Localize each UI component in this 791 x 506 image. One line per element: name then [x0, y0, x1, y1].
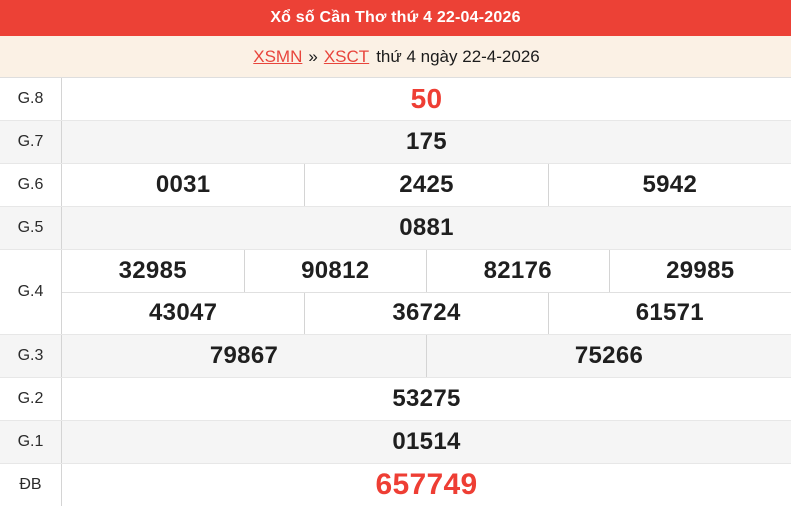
prize-values: 50 [62, 78, 791, 120]
prize-value: 79867 [209, 342, 279, 369]
prize-value: 82176 [426, 250, 609, 292]
results-table: G.8 50 G.7 175 G.6 0031 2425 5942 G.5 0881 G.4 3298… [0, 78, 791, 506]
prize-row-g1: G.1 01514 [0, 421, 791, 464]
prize-values: 32985 90812 82176 29985 43047 36724 61571 [62, 250, 791, 334]
prize-value: 5942 [547, 164, 791, 206]
prize-value: 90812 [243, 250, 427, 292]
prize-value: 01514 [392, 428, 461, 455]
prize-label: ĐB [0, 464, 62, 506]
breadcrumb-link-xsmn[interactable]: XSMN [253, 46, 303, 66]
prize-row-g7: G.7 175 [0, 121, 791, 164]
prize-value: 75266 [426, 335, 791, 377]
prize-value: 50 [410, 83, 443, 114]
prize-value: 0881 [399, 214, 454, 241]
prize-values: 0881 [62, 207, 791, 249]
page-title: Xổ số Cần Thơ thứ 4 22-04-2026 [270, 9, 521, 26]
prize-value: 32985 [118, 256, 187, 284]
breadcrumb-date-text: thứ 4 ngày 22-4-2026 [376, 46, 540, 66]
prize-value: 2425 [304, 164, 547, 206]
prize-value: 43047 [149, 299, 218, 327]
prize-value: 0031 [155, 171, 211, 198]
prize-label: G.4 [0, 250, 62, 334]
breadcrumb: XSMN » XSCT thứ 4 ngày 22-4-2026 [0, 36, 791, 78]
prize-value: 657749 [375, 468, 478, 501]
prize-values: 175 [62, 121, 791, 163]
page-title-bar: Xổ số Cần Thơ thứ 4 22-04-2026 [0, 0, 791, 36]
prize-label: G.3 [0, 335, 62, 377]
prize-value: 175 [406, 128, 447, 155]
prize-values: 79867 75266 [62, 335, 791, 377]
prize-label: G.2 [0, 378, 62, 420]
prize-label: G.7 [0, 121, 62, 163]
breadcrumb-separator: » [308, 46, 318, 66]
prize-values: 0031 2425 5942 [62, 164, 791, 206]
prize-value: 53275 [392, 385, 461, 412]
prize-row-g3: G.3 79867 75266 [0, 335, 791, 378]
prize-value: 29985 [608, 250, 791, 292]
prize-row-g8: G.8 50 [0, 78, 791, 121]
prize-subrow: 32985 90812 82176 29985 [62, 250, 791, 292]
prize-label: G.5 [0, 207, 62, 249]
prize-values: 01514 [62, 421, 791, 463]
prize-row-g6: G.6 0031 2425 5942 [0, 164, 791, 207]
prize-value: 61571 [547, 292, 791, 334]
prize-label: G.1 [0, 421, 62, 463]
prize-values: 53275 [62, 378, 791, 420]
prize-row-g4: G.4 32985 90812 82176 29985 43047 36724 61571 [0, 250, 791, 335]
breadcrumb-link-xsct[interactable]: XSCT [323, 46, 370, 66]
prize-row-db: ĐB 657749 [0, 464, 791, 506]
prize-values: 657749 [62, 464, 791, 506]
prize-row-g5: G.5 0881 [0, 207, 791, 250]
prize-label: G.8 [0, 78, 62, 120]
prize-label: G.6 [0, 164, 62, 206]
prize-value: 36724 [304, 292, 547, 334]
prize-subrow: 43047 36724 61571 [62, 291, 791, 334]
prize-row-g2: G.2 53275 [0, 378, 791, 421]
